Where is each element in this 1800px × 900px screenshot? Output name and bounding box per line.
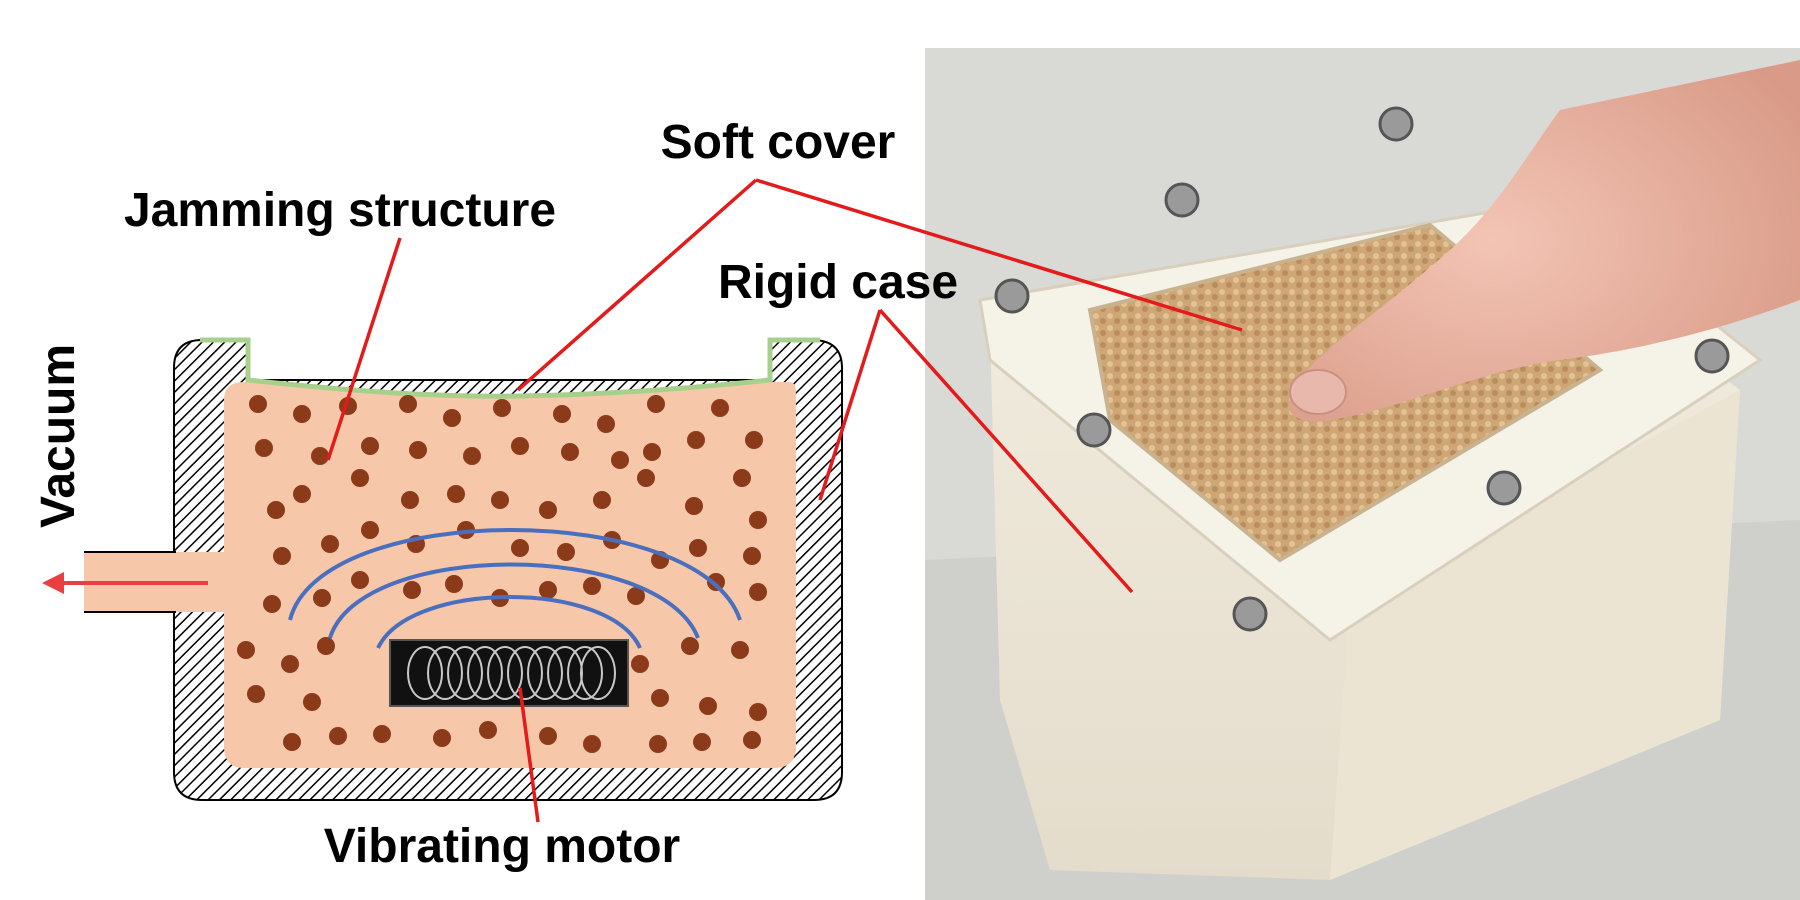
soft-cover-membrane	[200, 337, 820, 399]
leader-jamming-structure	[326, 237, 402, 461]
leader-lines	[326, 178, 1243, 823]
label-soft-cover: Soft cover	[661, 116, 896, 169]
label-jamming-structure: Jamming structure	[124, 184, 556, 237]
leader-soft-cover-diagram	[516, 178, 758, 392]
leader-rigid-case-diagram	[818, 309, 882, 501]
vibration-waves	[288, 528, 742, 649]
label-rigid-case: Rigid case	[718, 256, 958, 309]
finger	[1289, 60, 1800, 422]
label-vibrating-motor: Vibrating motor	[324, 820, 680, 873]
vacuum-arrow-icon	[42, 572, 208, 594]
leader-soft-cover-photo	[755, 178, 1243, 332]
device-photo	[925, 48, 1800, 900]
label-vacuum: Vacuum	[32, 344, 85, 528]
vibrating-motor	[389, 639, 629, 707]
granules	[237, 395, 767, 753]
screw-icon	[994, 106, 1730, 632]
cross-section-diagram	[42, 337, 843, 801]
leader-rigid-case-photo	[878, 308, 1134, 594]
leader-vibrating-motor	[518, 687, 540, 823]
